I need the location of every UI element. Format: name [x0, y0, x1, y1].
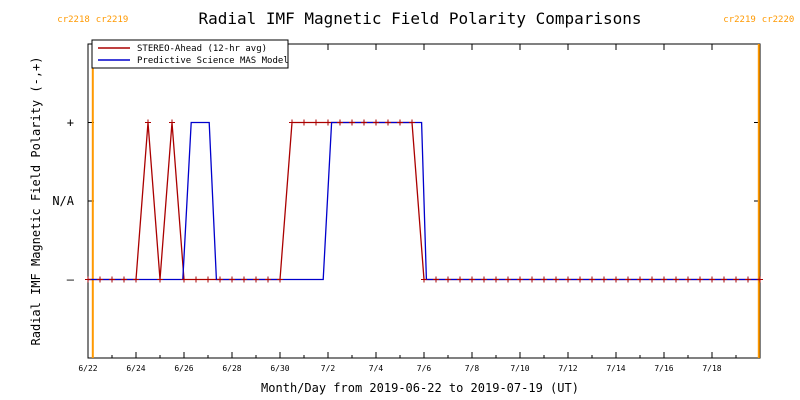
x-tick-label: 7/18: [702, 364, 721, 373]
x-tick-label: 6/22: [78, 364, 97, 373]
x-tick-label: 6/28: [222, 364, 241, 373]
data-point: [349, 119, 355, 126]
data-point: [661, 276, 667, 283]
carrington-label-right: cr2219: [96, 15, 129, 25]
x-tick-label: 7/6: [417, 364, 432, 373]
data-point: [649, 276, 655, 283]
data-point: [577, 276, 583, 283]
data-point: [409, 119, 415, 126]
x-tick-label: 7/2: [321, 364, 336, 373]
data-point: [421, 276, 427, 283]
carrington-label-left: cr2219: [723, 15, 756, 25]
legend-label-stereo: STEREO-Ahead (12-hr avg): [137, 44, 267, 54]
carrington-label-right: cr2220: [762, 15, 795, 25]
legend-label-model: Predictive Science MAS Model: [137, 56, 289, 66]
data-point: [517, 276, 523, 283]
data-point: [241, 276, 247, 283]
x-axis-label: Month/Day from 2019-06-22 to 2019-07-19 …: [261, 381, 579, 395]
data-point: [553, 276, 559, 283]
data-point: [433, 276, 439, 283]
data-point: [313, 119, 319, 126]
data-point: [265, 276, 271, 283]
data-point: [325, 119, 331, 126]
data-point: [373, 119, 379, 126]
data-point: [169, 119, 175, 126]
data-point: [361, 119, 367, 126]
data-point: [145, 119, 151, 126]
x-axis: 6/22 6/24 6/26 6/28 6/30 7/2 7/4 7/6 7/8 7/10 7/12…: [78, 44, 761, 373]
data-point: [385, 119, 391, 126]
data-point: [529, 276, 535, 283]
x-tick-label: 6/30: [270, 364, 289, 373]
data-point: [697, 276, 703, 283]
data-point: [481, 276, 487, 283]
y-tick-label: +: [67, 116, 74, 130]
data-point: [97, 276, 103, 283]
data-point: [685, 276, 691, 283]
data-point: [397, 119, 403, 126]
data-point: [121, 276, 127, 283]
data-point: [253, 276, 259, 283]
data-point: [637, 276, 643, 283]
data-point: [469, 276, 475, 283]
data-point: [109, 276, 115, 283]
data-point: [445, 276, 451, 283]
carrington-markers: cr2218 cr2219 cr2219 cr2220: [57, 15, 794, 358]
x-tick-label: 6/24: [126, 364, 145, 373]
data-point: [625, 276, 631, 283]
series-layer: [85, 119, 763, 283]
x-tick-label: 7/8: [465, 364, 480, 373]
data-point: [589, 276, 595, 283]
x-tick-label: 7/16: [654, 364, 673, 373]
data-point: [493, 276, 499, 283]
y-tick-label: –: [67, 273, 75, 287]
legend-box: [91, 39, 289, 69]
x-tick-label: 6/26: [174, 364, 193, 373]
x-tick-label: 7/10: [510, 364, 529, 373]
data-point: [733, 276, 739, 283]
data-point: [673, 276, 679, 283]
legend: STEREO-Ahead (12-hr avg) Predictive Scie…: [91, 39, 289, 69]
data-point: [133, 276, 139, 283]
data-point: [85, 276, 91, 283]
data-point: [745, 276, 751, 283]
data-point: [505, 276, 511, 283]
x-tick-label: 7/12: [558, 364, 577, 373]
data-point: [709, 276, 715, 283]
data-point: [193, 276, 199, 283]
data-point: [181, 276, 187, 283]
data-point: [157, 276, 163, 283]
data-point: [217, 276, 223, 283]
chart-title: Radial IMF Magnetic Field Polarity Compa…: [198, 9, 641, 28]
data-point: [757, 276, 763, 283]
data-point: [541, 276, 547, 283]
carrington-label-left: cr2218: [57, 15, 90, 25]
data-point: [565, 276, 571, 283]
data-point: [457, 276, 463, 283]
data-point: [721, 276, 727, 283]
data-point: [601, 276, 607, 283]
data-point: [277, 276, 283, 283]
x-tick-label: 7/4: [369, 364, 384, 373]
data-point: [229, 276, 235, 283]
y-tick-label: N/A: [52, 194, 74, 208]
y-axis-label: Radial IMF Magnetic Field Polarity (-,+): [29, 57, 43, 346]
x-tick-label: 7/14: [606, 364, 625, 373]
data-point: [289, 119, 295, 126]
data-point: [301, 119, 307, 126]
data-point: [205, 276, 211, 283]
data-point: [613, 276, 619, 283]
data-point: [337, 119, 343, 126]
